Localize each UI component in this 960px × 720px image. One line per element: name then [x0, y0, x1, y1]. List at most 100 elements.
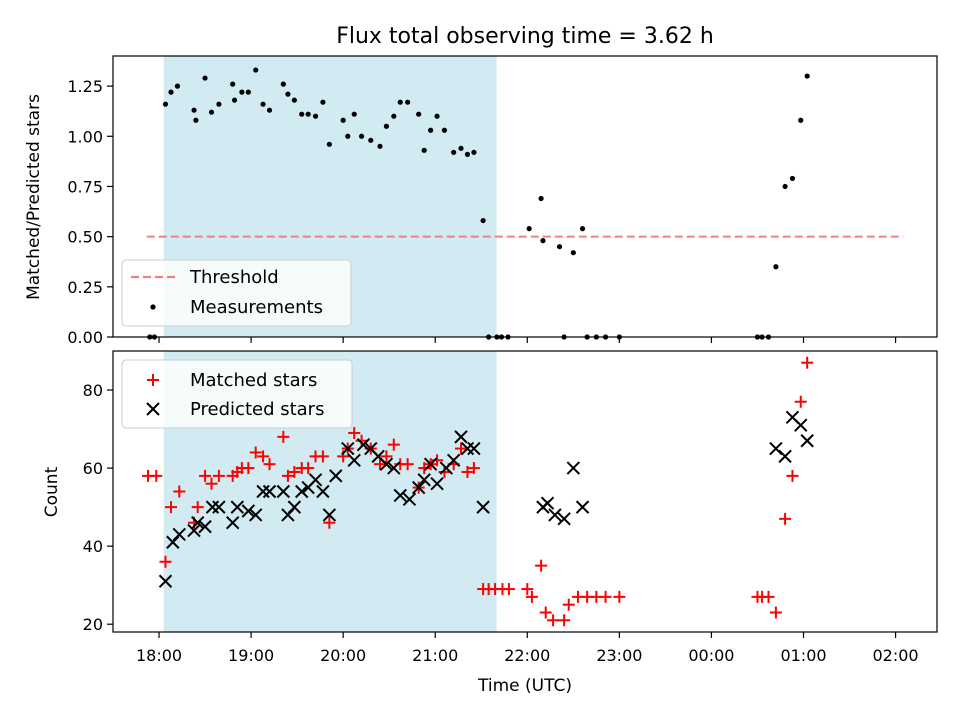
matched-stars-point	[316, 450, 329, 463]
predicted-stars-point	[548, 508, 562, 522]
predicted-stars-point	[393, 488, 407, 503]
measurement-point	[285, 91, 291, 97]
predicted-stars-point	[230, 500, 244, 514]
y-tick-label: 0.25	[67, 278, 103, 297]
measurement-point	[471, 149, 477, 155]
top-x-axis-ticks	[158, 337, 897, 343]
measurement-point	[320, 99, 326, 105]
matched-stars-point	[467, 462, 480, 475]
top-legend-box	[121, 259, 352, 327]
measurement-point	[216, 101, 222, 107]
matched-stars-point	[373, 458, 386, 471]
chart-title: Flux total observing time = 3.62 h	[336, 24, 714, 49]
predicted-stars-point	[322, 508, 337, 522]
legend-threshold-label: Threshold	[189, 267, 279, 288]
matched-stars-point	[159, 555, 172, 568]
measurement-point	[345, 133, 351, 139]
predicted-stars-point	[794, 418, 808, 432]
predicted-stars-point	[198, 519, 212, 534]
matched-stars-point	[348, 426, 361, 439]
measurement-point	[230, 81, 236, 87]
predicted-stars-point	[566, 461, 581, 475]
matched-stars-point	[263, 458, 276, 471]
matched-stars-point	[535, 559, 548, 572]
measurement-point	[368, 137, 374, 143]
measurement-point	[312, 113, 319, 119]
matched-stars-point	[380, 450, 393, 463]
x-tick-label: 22:00	[504, 646, 550, 665]
matched-stars-point	[355, 434, 368, 447]
bottom-axes-frame	[112, 350, 938, 633]
predicted-stars-point	[454, 430, 468, 444]
matched-stars-point	[769, 606, 782, 619]
x-tick-label: 00:00	[688, 646, 734, 665]
bottom-legend: Matched stars Predicted stars	[121, 359, 353, 429]
matched-stars-point	[547, 614, 560, 627]
predicted-stars-point	[402, 492, 417, 507]
bottom-legend-box	[121, 359, 353, 429]
measurement-point	[397, 99, 403, 105]
measurement-point	[351, 111, 357, 117]
bottom-x-axis-ticks: 18:00 19:00 20:00 21:00 22:00 23:00 00:00 01:00…	[136, 632, 919, 665]
matched-stars-point	[302, 462, 315, 475]
matched-stars-point	[288, 465, 301, 478]
measurement-point	[782, 183, 788, 190]
matched-stars-point	[431, 454, 444, 467]
predicted-stars-point	[430, 476, 444, 491]
matched-stars-point	[562, 598, 575, 611]
matched-stars-point	[418, 462, 431, 475]
predicted-stars-point	[423, 457, 438, 471]
x-tick-label: 18:00	[136, 646, 182, 665]
bottom-panel: 20 40 60 80 18:00 19:00 20:00 21:00 22:00 23:00 0…	[42, 350, 938, 696]
predicted-stars-point	[248, 508, 263, 522]
measurement-point	[299, 111, 305, 117]
y-tick-label: 80	[83, 381, 103, 400]
y-tick-label: 0.00	[67, 328, 103, 347]
measurement-point	[540, 238, 546, 244]
predicted-stars-point	[225, 516, 240, 530]
matched-stars-point	[249, 446, 262, 459]
matched-stars-point	[387, 438, 400, 451]
bottom-y-axis-label: Count	[42, 466, 62, 517]
matched-stars-point	[212, 469, 225, 482]
predicted-stars-point	[387, 461, 401, 475]
predicted-stars-point	[158, 574, 173, 588]
measurement-point	[174, 83, 181, 89]
matched-stars-point	[794, 395, 807, 408]
predicted-stars-point	[347, 453, 361, 467]
measurement-point	[253, 67, 259, 73]
predicted-stars-point	[212, 500, 226, 514]
y-tick-label: 20	[83, 615, 103, 634]
matched-stars-point	[199, 469, 212, 482]
matched-stars-point	[323, 516, 336, 529]
measurement-point	[405, 99, 411, 105]
measurement-point	[416, 111, 422, 117]
measurements-series	[147, 67, 810, 340]
measurement-point	[266, 107, 273, 113]
measurement-point	[391, 113, 397, 119]
legend-matched-swatch	[147, 374, 159, 386]
bottom-y-axis-ticks: 20 40 60 80	[83, 381, 113, 634]
measurement-point	[804, 73, 810, 79]
x-tick-label: 02:00	[873, 646, 919, 665]
predicted-stars-point	[800, 434, 814, 448]
measurement-point	[480, 217, 486, 224]
predicted-stars-point	[476, 500, 490, 514]
matched-stars-point	[786, 469, 799, 482]
measurement-point	[291, 97, 297, 103]
measurement-point	[260, 101, 266, 107]
matched-stars-point	[762, 590, 775, 603]
measurement-point	[464, 151, 471, 157]
matched-stars-point	[173, 485, 186, 498]
measurement-point	[798, 117, 804, 123]
matched-stars-point	[521, 583, 534, 596]
measurement-point	[340, 117, 346, 123]
y-tick-label: 40	[83, 537, 103, 556]
matched-stars-point	[242, 462, 255, 475]
matched-stars-point	[539, 606, 552, 619]
measurement-point	[326, 141, 332, 147]
predicted-stars-point	[172, 527, 186, 542]
predicted-stars-point	[329, 469, 343, 483]
y-tick-label: 60	[83, 459, 103, 478]
y-tick-label: 0.50	[67, 228, 103, 247]
